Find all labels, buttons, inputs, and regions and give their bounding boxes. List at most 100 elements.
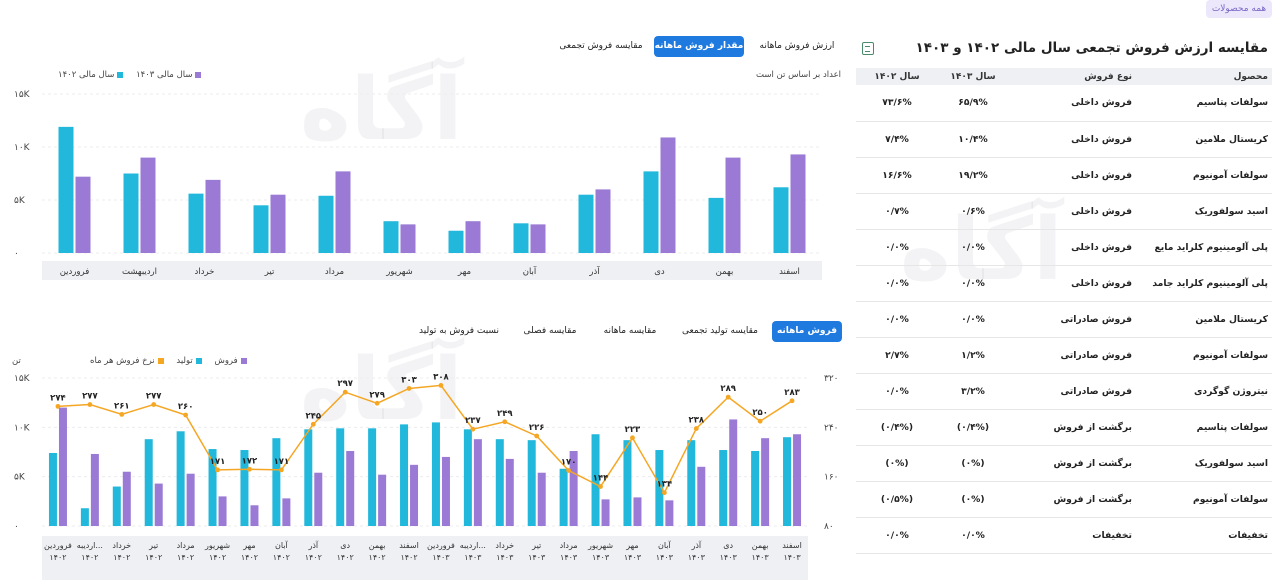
bar-1403	[725, 157, 741, 253]
rate-point	[789, 398, 795, 404]
y2-tick-label: ۱۶۰	[824, 473, 839, 483]
y-tick-label: ۵K	[14, 473, 26, 483]
tab-cumulative-sales[interactable]: مقایسه فروش تجمعی	[559, 41, 643, 51]
cell-sale-type: فروش داخلی	[1008, 157, 1132, 194]
x-tick-month: خرداد	[495, 541, 514, 550]
rate-data-label: ۱۷۱	[210, 457, 226, 467]
x-tick-month: تیر	[148, 541, 158, 550]
bar-production	[336, 428, 345, 526]
x-tick-year: ۱۴۰۲	[241, 553, 258, 562]
all-products-button[interactable]: همه محصولات	[1206, 0, 1272, 18]
cell-sale-type: فروش صادراتی	[1008, 337, 1132, 374]
rate-point	[87, 402, 93, 407]
bar-production	[655, 450, 664, 526]
cell-sale-type: فروش داخلی	[1008, 265, 1132, 302]
bar-sales	[473, 439, 482, 526]
legend-1402: سال مالی ۱۴۰۲	[58, 70, 124, 80]
bar-production	[112, 486, 121, 526]
tab-monthly-sales-value[interactable]: ارزش فروش ماهانه	[759, 41, 835, 51]
bar-sales	[569, 451, 578, 526]
cell-product: سولفات پتاسیم	[1132, 409, 1272, 446]
bar-1402	[513, 223, 529, 253]
x-tick-label: آبان	[523, 265, 537, 277]
bar-1403	[465, 221, 481, 253]
x-tick-year: ۱۴۰۲	[273, 553, 290, 562]
rate-data-label: ۲۴۹	[497, 409, 513, 419]
bar-1403	[270, 194, 286, 253]
bar-sales	[122, 471, 131, 526]
bar-production	[527, 440, 536, 526]
rate-point	[151, 402, 157, 407]
x-tick-year: ۱۴۰۲	[209, 553, 226, 562]
tab-sales-production-ratio[interactable]: نسبت فروش به تولید	[419, 326, 499, 336]
cell-1403: (۰%)	[938, 445, 1008, 482]
cell-product: اسید سولفوریک	[1132, 193, 1272, 230]
rate-point	[693, 426, 699, 431]
x-tick-year: ۱۴۰۲	[400, 553, 417, 562]
bar-production	[144, 439, 153, 526]
legend-1403: سال مالی ۱۴۰۳	[136, 70, 202, 80]
bar-production	[208, 449, 217, 526]
cell-sale-type: برگشت از فروش	[1008, 481, 1132, 518]
table-row: کریستال ملامین فروش داخلی ۱۰/۴% ۷/۴%	[856, 121, 1272, 158]
rate-data-label: ۲۷۷	[146, 392, 162, 402]
tab-cumulative-production[interactable]: مقایسه تولید تجمعی	[682, 326, 758, 336]
bar-production	[304, 429, 313, 526]
cell-1402: ۰/۷%	[856, 193, 938, 230]
cell-1403: ۰/۰%	[938, 265, 1008, 302]
rate-data-label: ۲۵۰	[752, 408, 768, 418]
excel-export-icon[interactable]	[862, 42, 874, 55]
rate-point	[534, 433, 540, 439]
x-tick-year: ۱۴۰۳	[656, 553, 674, 562]
bar-production	[751, 451, 760, 526]
bar-1402	[383, 221, 399, 253]
cell-1403: ۱۰/۴%	[938, 121, 1008, 158]
bar-1403	[205, 179, 221, 253]
bar-sales	[90, 453, 99, 526]
x-tick-month: اسفند	[782, 541, 802, 550]
bar-1402	[773, 187, 789, 253]
bar-sales	[314, 472, 323, 526]
cell-product: کریستال ملامین	[1132, 301, 1272, 338]
x-tick-month: بهمن	[369, 541, 386, 550]
bar-production	[368, 428, 377, 526]
x-tick-month: بهمن	[752, 541, 769, 550]
bar-production	[463, 429, 472, 526]
cell-sale-type: فروش داخلی	[1008, 193, 1132, 230]
rate-data-label: ۲۴۵	[306, 411, 322, 421]
cell-1403: ۶۵/۹%	[938, 85, 1008, 122]
rate-point	[247, 466, 252, 472]
bar-sales	[537, 472, 546, 526]
table-row: تخفیفات تخفیفات ۰/۰% ۰/۰%	[856, 517, 1272, 554]
x-axis-band	[42, 536, 808, 580]
y-tick-label: ۰	[14, 249, 19, 259]
rate-point	[725, 394, 731, 400]
rate-point	[406, 386, 412, 391]
x-tick-label: فروردین	[60, 267, 90, 277]
bar-production	[687, 440, 696, 526]
bar-sales	[697, 466, 706, 526]
cell-product: سولفات آمونیوم	[1132, 481, 1272, 518]
tab-monthly-sales-quantity[interactable]: مقدار فروش ماهانه	[654, 36, 744, 57]
bar-production	[272, 438, 281, 526]
rate-data-label: ۱۳۴	[657, 480, 673, 490]
x-tick-label: آذر	[588, 265, 600, 277]
tab-monthly-sales[interactable]: فروش ماهانه	[772, 321, 842, 342]
cell-product: نیتروژن گوگردی	[1132, 373, 1272, 410]
bar-production	[400, 424, 409, 526]
tab-seasonal-comparison[interactable]: مقایسه فصلی	[523, 326, 577, 336]
cell-1402: (۰%)	[856, 445, 938, 482]
bar-1403	[140, 157, 156, 253]
y-tick-label: ۱۵K	[14, 90, 31, 100]
x-tick-year: ۱۴۰۳	[783, 553, 801, 562]
cell-product: کریستال ملامین	[1132, 121, 1272, 158]
x-tick-year: ۱۴۰۳	[528, 553, 546, 562]
rate-point	[598, 484, 603, 489]
tab-monthly-comparison[interactable]: مقایسه ماهانه	[603, 326, 657, 336]
cell-product: اسید سولفوریک	[1132, 445, 1272, 482]
bar-1402	[188, 193, 204, 253]
rate-data-label: ۱۷۰	[561, 458, 577, 468]
bar-sales	[250, 505, 259, 526]
